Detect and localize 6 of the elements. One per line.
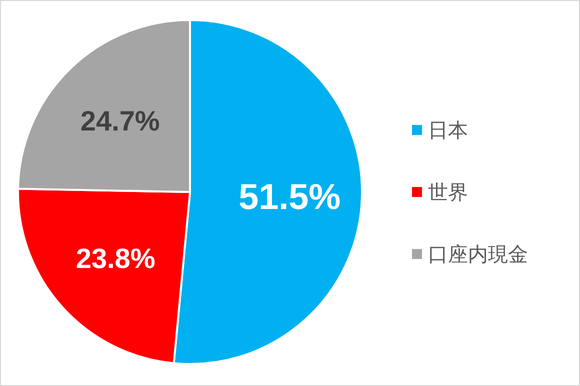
legend-label: 世界	[428, 180, 468, 204]
data-label: 51.5%	[238, 176, 341, 218]
legend-label: 日本	[428, 118, 468, 142]
data-label: 24.7%	[80, 105, 160, 136]
legend-label: 口座内現金	[428, 242, 528, 266]
data-label: 23.8%	[76, 242, 156, 274]
